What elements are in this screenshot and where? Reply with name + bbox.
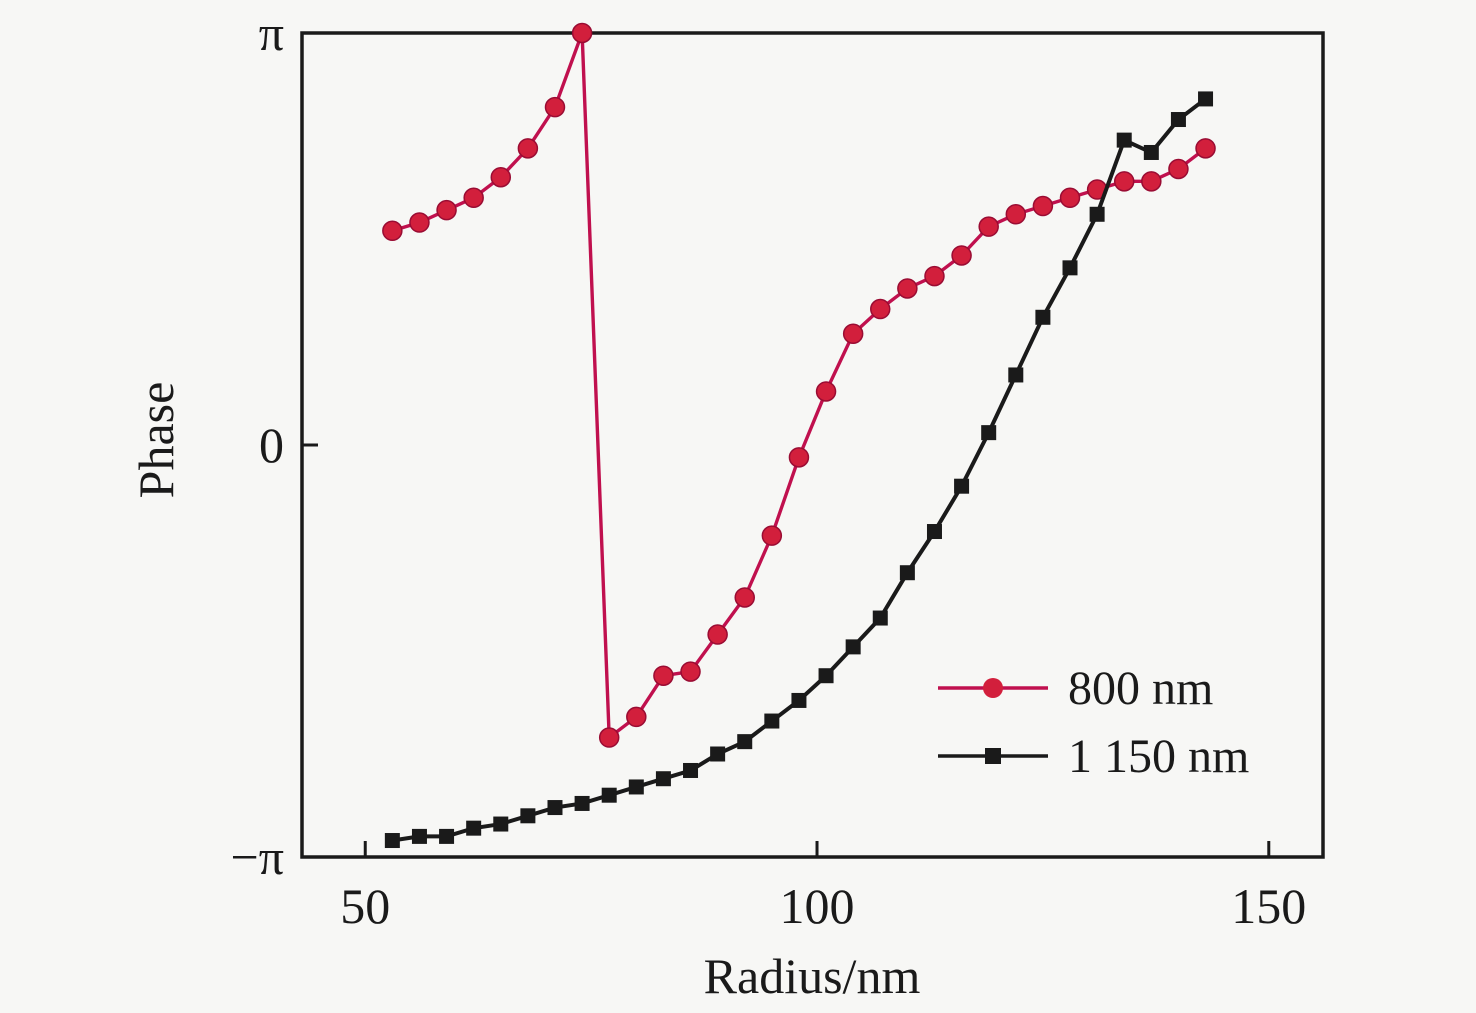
data-point-square [872,610,888,626]
data-point-circle [626,706,647,728]
data-point-square [466,820,482,836]
data-point-square [1143,144,1159,160]
data-point-circle [1113,171,1135,192]
data-point-circle [517,138,539,159]
legend: 800 nm 1 150 nm [938,662,1249,783]
data-point-square [1008,367,1024,383]
data-point-circle [598,727,620,748]
series-line [391,32,1207,741]
data-point-square [737,734,753,750]
y-tick-label: 0 [259,417,284,473]
x-tick-label: 150 [1231,878,1306,934]
data-point-square [439,828,455,844]
data-point-circle [490,166,512,188]
data-point-circle [1005,204,1027,225]
data-point-square [954,478,970,494]
legend-marker-circle-icon [983,678,1003,698]
x-axis-title: Radius/nm [704,948,921,1004]
data-point-square [1198,91,1214,107]
data-point-square [601,787,617,803]
data-point-circle [842,323,864,345]
data-point-circle [1195,138,1216,159]
data-point-circle [571,22,593,44]
data-point-circle [544,96,566,118]
data-point-square [1170,112,1186,128]
data-point-circle [951,245,972,266]
y-tick-label: −π [231,829,284,885]
legend-entry-1150nm: 1 150 nm [938,730,1249,783]
data-point-square [981,425,997,441]
data-point-circle [815,381,837,402]
data-point-square [818,668,834,684]
data-point-square [683,762,699,778]
data-point-circle [1059,187,1081,209]
data-point-circle [707,624,728,645]
data-point-square [791,692,807,708]
data-point-square [926,524,942,540]
data-point-circle [382,220,403,242]
data-point-square [899,565,915,581]
legend-label-1150nm: 1 150 nm [1068,730,1249,783]
data-point-circle [653,665,674,686]
data-point-square [1116,132,1132,148]
data-point-square [1062,260,1078,276]
data-point-circle [978,216,999,237]
data-point-square [384,833,400,849]
series-800-nm [382,22,1216,748]
data-point-square [520,808,536,824]
data-point-circle [1168,158,1189,180]
data-point-circle [870,298,891,320]
data-point-square [1035,309,1051,325]
data-point-circle [788,447,810,468]
data-point-circle [409,212,430,233]
x-tick-label: 50 [340,878,390,934]
axis-ticks: 50 100 150 π 0 −π [231,5,1307,934]
data-point-circle [1141,171,1162,192]
data-point-circle [761,525,783,546]
data-point-circle [924,265,945,287]
data-point-circle [897,278,918,299]
data-point-square [547,800,563,816]
data-point-square [710,746,726,762]
data-point-square [628,779,644,795]
legend-label-800nm: 800 nm [1068,662,1213,715]
data-point-square [845,639,861,655]
data-point-circle [463,187,484,209]
data-point-circle [1032,195,1054,217]
y-axis-title: Phase [128,382,184,499]
legend-entry-800nm: 800 nm [938,662,1213,715]
data-point-square [411,828,427,844]
data-point-square [574,795,590,811]
data-point-circle [680,661,701,682]
data-point-circle [436,199,457,221]
legend-marker-square-icon [985,748,1001,764]
series-1-150-nm [384,91,1214,849]
data-point-circle [734,587,755,608]
data-point-square [655,771,671,787]
data-series [382,22,1216,849]
data-point-square [493,816,509,832]
data-point-square [1089,206,1105,222]
data-point-square [764,713,780,729]
x-tick-label: 100 [780,878,855,934]
y-tick-label: π [259,5,284,61]
